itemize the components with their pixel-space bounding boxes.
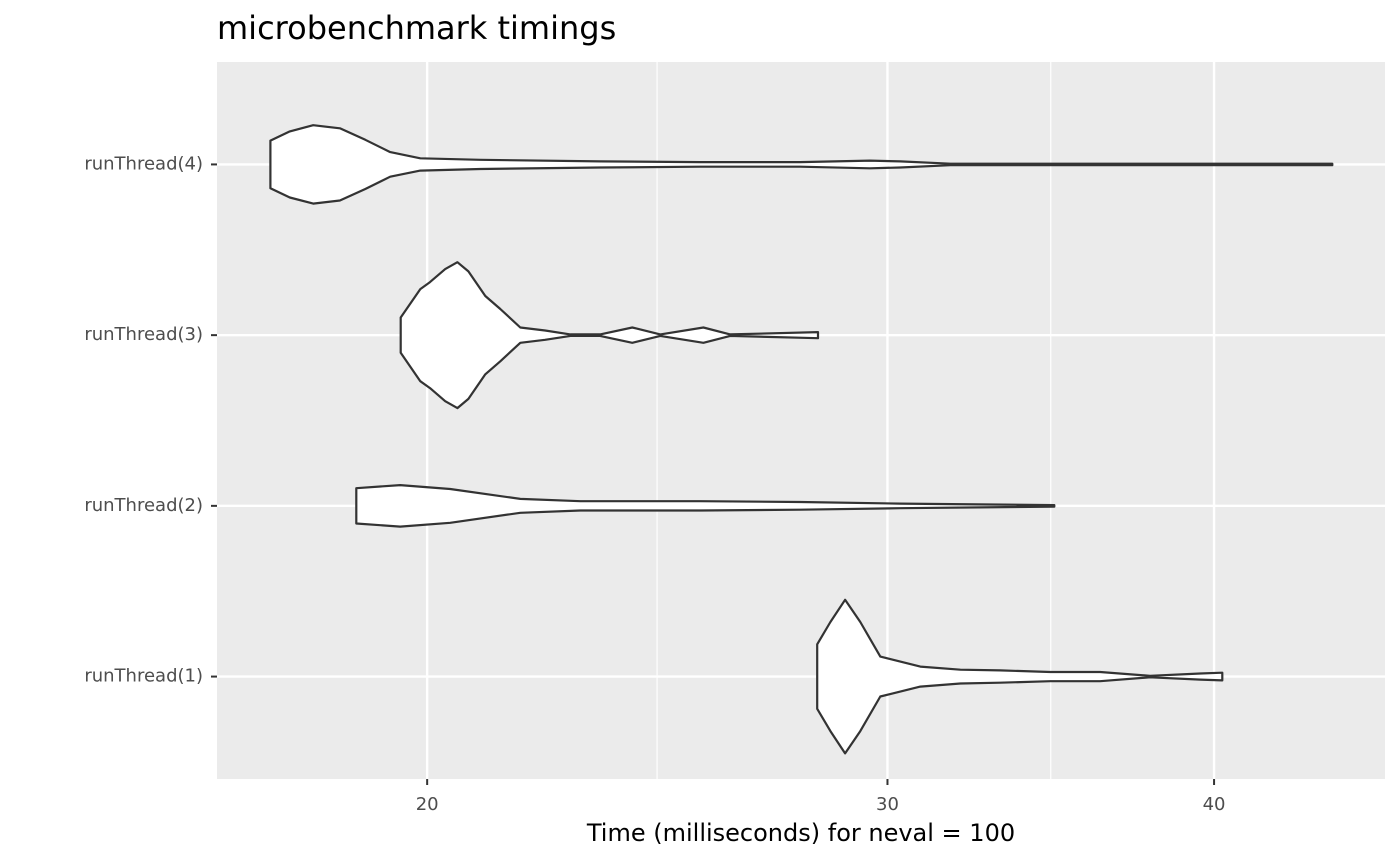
y-tick-label: runThread(3) bbox=[84, 324, 203, 345]
y-tick-label: runThread(4) bbox=[84, 153, 203, 174]
y-tick-label: runThread(2) bbox=[84, 495, 203, 516]
violin bbox=[816, 598, 1224, 755]
x-tick-label: 30 bbox=[876, 794, 899, 815]
y-tick-label: runThread(1) bbox=[84, 666, 203, 687]
x-axis-label: Time (milliseconds) for neval = 100 bbox=[586, 819, 1015, 847]
violin bbox=[355, 484, 1056, 528]
panel bbox=[217, 62, 1385, 779]
violin bbox=[399, 261, 820, 410]
chart-title: microbenchmark timings bbox=[217, 9, 616, 47]
violin bbox=[269, 124, 1334, 205]
x-tick-label: 20 bbox=[416, 794, 439, 815]
x-tick-label: 40 bbox=[1203, 794, 1226, 815]
